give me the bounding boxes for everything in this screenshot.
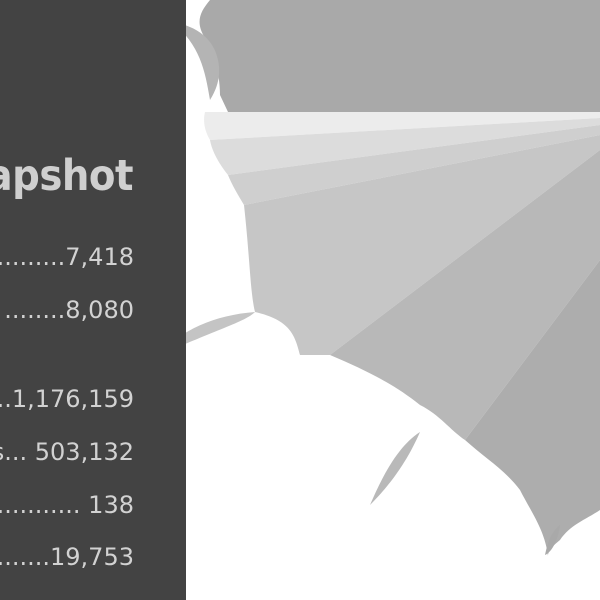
- fan-mid-wedge: [244, 135, 600, 355]
- stat-row-3: ....1,176,159: [0, 385, 134, 413]
- fan-darkest-wedge: [465, 260, 600, 556]
- stat-row-2: ........8,080: [4, 296, 134, 324]
- stat-row-1: .........7,418: [0, 243, 134, 271]
- panel-title: napshot: [0, 151, 133, 201]
- stat-row-4: s... 503,132: [0, 438, 134, 466]
- fan-light-wedge: [204, 112, 600, 140]
- stat-row-5: .............. 138: [0, 491, 134, 519]
- stat-row-6: ........19,753: [0, 543, 134, 571]
- snapshot-panel: napshot .........7,418 ........8,080 ...…: [0, 0, 186, 600]
- fan-dark-wedge: [330, 150, 600, 440]
- bottom-drip: [545, 525, 560, 555]
- stat-row-7: ......: [88, 590, 134, 600]
- top-torn-flap: [172, 22, 220, 100]
- top-torn-shape: [186, 0, 600, 112]
- bottom-torn-flap: [370, 432, 420, 505]
- fan-light-gray-wedge: [228, 125, 600, 205]
- fan-pale-wedge: [210, 118, 600, 175]
